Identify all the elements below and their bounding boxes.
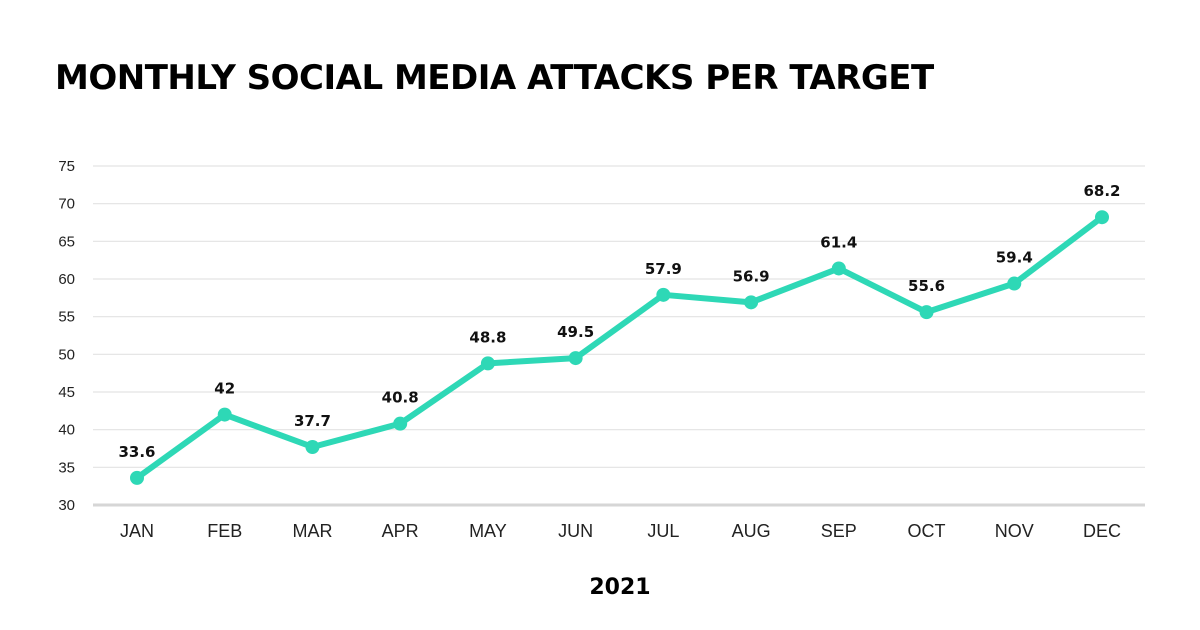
data-label: 61.4 (820, 233, 857, 251)
data-label: 37.7 (294, 412, 331, 430)
data-label: 49.5 (557, 323, 594, 341)
x-tick-label: APR (382, 521, 419, 541)
x-tick-label: SEP (821, 521, 857, 541)
data-label: 59.4 (996, 249, 1033, 267)
x-tick-label: FEB (207, 521, 242, 541)
series-line (134, 214, 1105, 481)
data-label: 68.2 (1083, 182, 1120, 200)
data-point (919, 305, 934, 320)
x-tick-label: DEC (1083, 521, 1121, 541)
x-tick-label: JAN (120, 521, 154, 541)
y-tick-label: 50 (58, 346, 75, 363)
x-tick-label: AUG (732, 521, 771, 541)
y-axis-ticks: 30 35 40 45 50 55 60 65 70 75 (58, 158, 75, 514)
data-point (744, 295, 759, 310)
y-tick-label: 70 (58, 196, 75, 213)
chart-title: MONTHLY SOCIAL MEDIA ATTACKS PER TARGET (55, 58, 934, 98)
y-tick-label: 30 (58, 497, 75, 514)
x-axis-ticks: JAN FEB MAR APR MAY JUN JUL AUG SEP OCT NOV DEC (120, 521, 1121, 541)
data-label: 57.9 (645, 260, 682, 278)
data-point (393, 416, 408, 431)
data-labels: 33.6 42 37.7 40.8 48.8 49.5 57.9 56.9 61.4 55.6 59… (118, 182, 1120, 461)
x-tick-label: JUN (558, 521, 593, 541)
x-tick-label: NOV (995, 521, 1034, 541)
gridlines (93, 165, 1145, 507)
y-tick-label: 35 (58, 459, 75, 476)
y-tick-label: 40 (58, 422, 75, 439)
x-axis-label: 2021 (589, 575, 650, 600)
data-point (1095, 210, 1109, 225)
x-tick-label: MAR (292, 521, 332, 541)
data-label: 42 (214, 380, 235, 398)
data-point (1007, 276, 1022, 291)
data-label: 33.6 (118, 443, 155, 461)
data-point (480, 356, 495, 371)
x-tick-label: MAY (469, 521, 507, 541)
data-label: 48.8 (469, 328, 506, 346)
series-line-layer (134, 214, 1105, 481)
y-tick-label: 45 (58, 384, 75, 401)
data-label: 55.6 (908, 277, 945, 295)
data-point (217, 407, 232, 422)
data-label: 56.9 (733, 267, 770, 285)
y-tick-label: 65 (58, 233, 75, 250)
y-tick-label: 75 (58, 158, 75, 175)
y-tick-label: 60 (58, 271, 75, 288)
data-point (305, 439, 320, 454)
data-label: 40.8 (382, 389, 419, 407)
data-point (130, 470, 144, 485)
x-tick-label: JUL (647, 521, 679, 541)
x-tick-label: OCT (908, 521, 946, 541)
data-points (130, 210, 1109, 485)
y-tick-label: 55 (58, 309, 75, 326)
data-point (831, 261, 846, 276)
data-point (568, 351, 583, 366)
data-point (656, 287, 671, 302)
